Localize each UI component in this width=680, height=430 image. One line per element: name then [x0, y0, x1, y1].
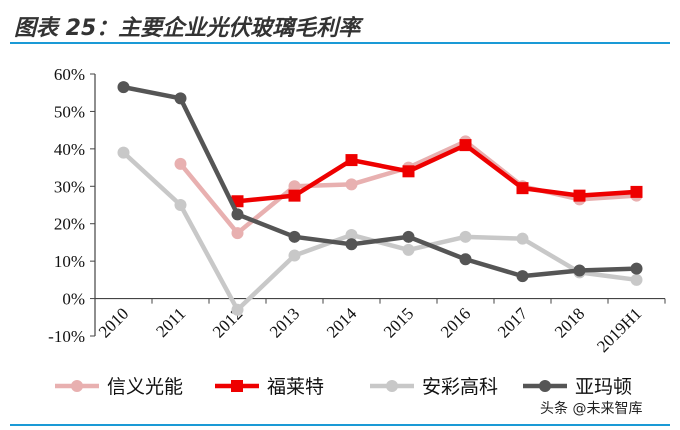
data-point [231, 227, 244, 240]
chart-title: 图表 25：主要企业光伏玻璃毛利率 [14, 16, 361, 41]
x-tick-label: 2011 [152, 304, 189, 341]
data-point [459, 253, 472, 266]
data-point [345, 238, 358, 251]
data-point [117, 146, 130, 159]
legend-label: 亚玛顿 [575, 376, 632, 398]
series-2 [117, 146, 643, 316]
series-lines [117, 81, 643, 316]
x-tick-label: 2017 [494, 304, 532, 342]
data-point [459, 230, 472, 243]
data-point [288, 230, 301, 243]
x-tick-label: 2018 [551, 304, 588, 341]
data-point [516, 182, 529, 195]
data-point [345, 178, 358, 191]
y-tick-label: -10% [48, 327, 85, 346]
data-point [402, 230, 415, 243]
watermark: 头条 @未来智库 [540, 401, 643, 417]
data-point [174, 157, 187, 170]
data-point [288, 249, 301, 262]
chart-axes [90, 73, 666, 337]
legend-swatch-marker [386, 380, 398, 392]
data-point [402, 165, 415, 178]
data-point [573, 264, 586, 277]
data-point [516, 232, 529, 245]
y-tick-label: 40% [54, 140, 85, 159]
data-point [630, 262, 643, 275]
title-divider [10, 42, 670, 44]
legend-label: 福莱特 [267, 376, 324, 398]
x-tick-label: 2013 [266, 304, 303, 341]
data-point [231, 208, 244, 221]
data-point [288, 189, 301, 202]
legend-swatch-marker [71, 380, 83, 392]
legend-swatch-marker [231, 380, 243, 392]
data-point [402, 243, 415, 256]
series-line [237, 142, 637, 204]
title-bar: 图表 25：主要企业光伏玻璃毛利率 [0, 0, 680, 48]
series-1 [231, 139, 643, 208]
x-tick-label: 2010 [95, 304, 132, 341]
x-tick-label: 2014 [323, 304, 361, 342]
data-point [345, 154, 358, 167]
data-point [630, 185, 643, 198]
data-point [174, 92, 187, 105]
x-tick-label: 2016 [437, 304, 474, 341]
y-tick-label: 0% [62, 290, 85, 309]
legend-label: 安彩高科 [422, 376, 498, 398]
data-point [174, 199, 187, 211]
data-point [573, 189, 586, 202]
legend-item: 安彩高科 [370, 376, 498, 398]
y-tick-label: 30% [54, 177, 85, 196]
data-point [231, 303, 244, 316]
x-tick-label: 2019H1 [593, 304, 645, 356]
data-point [516, 270, 529, 283]
y-tick-labels: -10% 0% 10% 20% 30% 40% 50% 60% [48, 65, 85, 346]
legend-swatch-marker [539, 380, 551, 392]
data-point [459, 139, 472, 152]
data-point [117, 81, 130, 94]
legend-item: 福莱特 [215, 376, 324, 398]
y-tick-label: 50% [54, 102, 85, 121]
legend: 信义光能 福莱特 安彩高科 亚玛顿 [55, 376, 632, 398]
x-tick-labels: 2010 2011 2012 2013 2014 2015 2016 2017 2018 2019… [95, 304, 645, 357]
series-0 [174, 135, 643, 240]
y-tick-label: 20% [54, 215, 85, 234]
legend-item: 亚玛顿 [523, 376, 632, 398]
data-point [345, 228, 358, 241]
bottom-divider [10, 424, 670, 426]
y-tick-label: 60% [54, 65, 85, 84]
legend-label: 信义光能 [107, 376, 183, 398]
x-tick-label: 2015 [380, 304, 417, 341]
series-3 [117, 81, 643, 283]
y-tick-label: 10% [54, 252, 85, 271]
series-line [123, 84, 637, 279]
data-point [630, 273, 643, 286]
legend-item: 信义光能 [55, 376, 183, 398]
data-point [288, 180, 301, 193]
